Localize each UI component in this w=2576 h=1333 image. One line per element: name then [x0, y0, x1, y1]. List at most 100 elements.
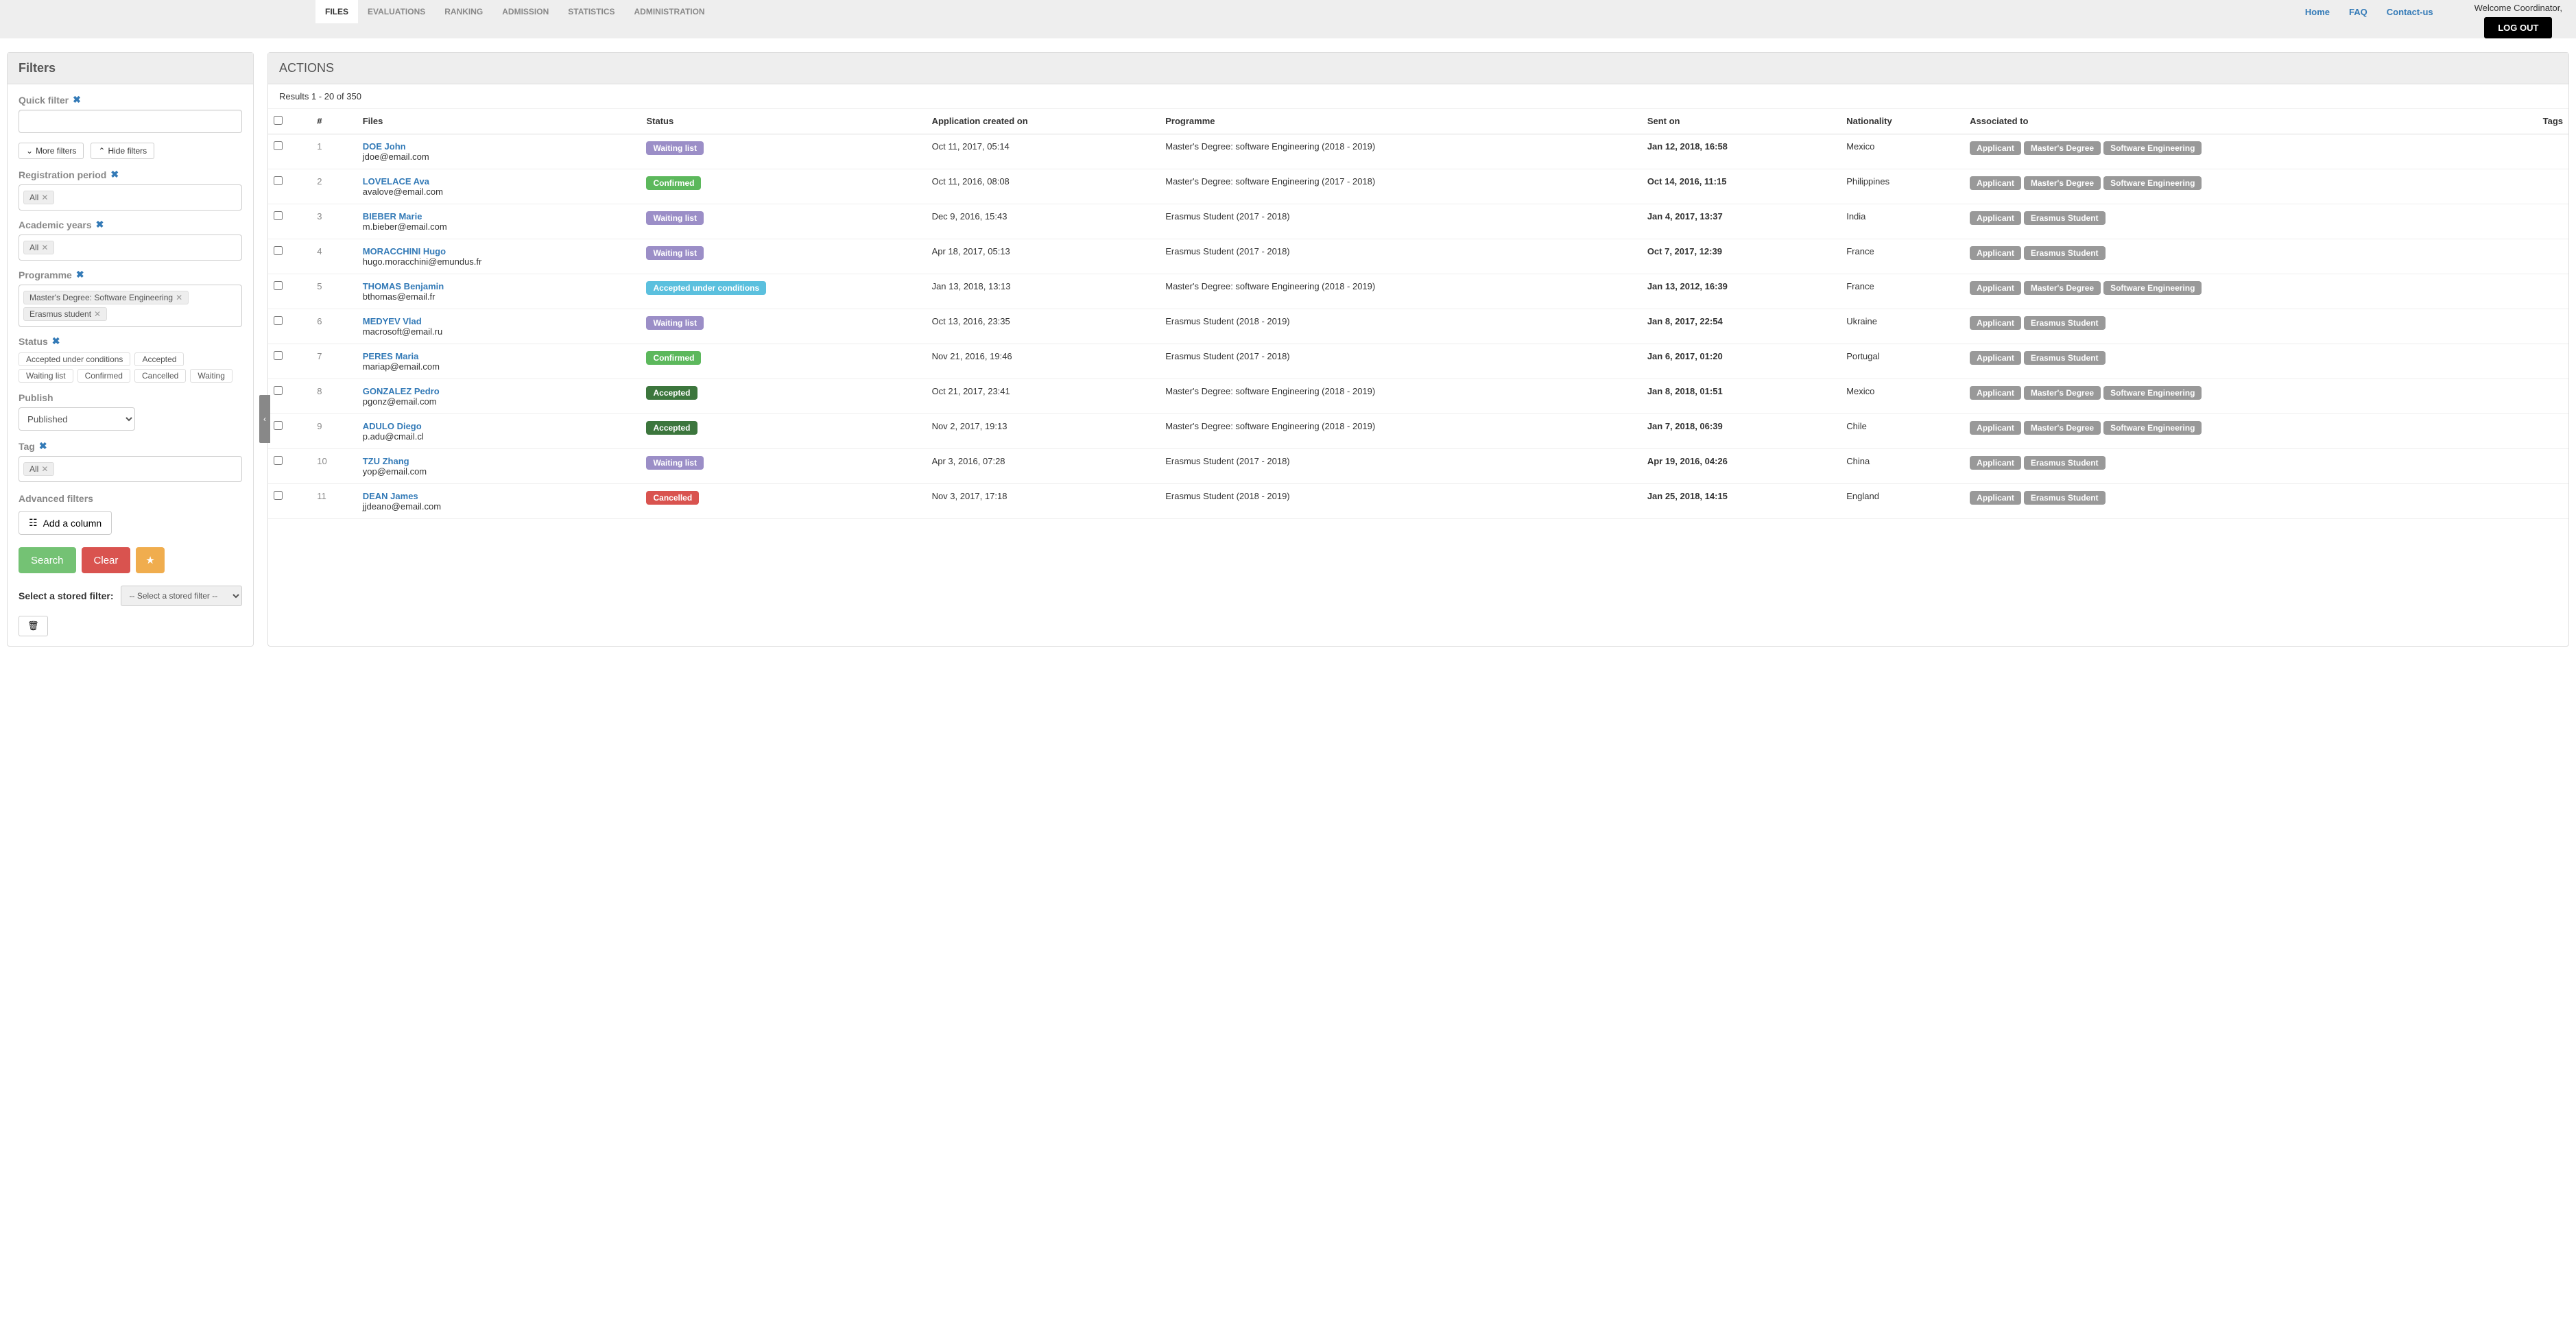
clear-button[interactable]: Clear	[82, 547, 131, 573]
chip[interactable]: All✕	[23, 462, 54, 476]
table-row: 10TZU Zhangyop@email.comWaiting listApr …	[268, 449, 2568, 484]
tab-files[interactable]: FILES	[315, 0, 358, 23]
row-checkbox[interactable]	[274, 421, 283, 430]
chip[interactable]: All✕	[23, 241, 54, 254]
file-name-link[interactable]: THOMAS Benjamin	[363, 281, 636, 291]
row-checkbox[interactable]	[274, 491, 283, 500]
row-checkbox[interactable]	[274, 456, 283, 465]
chip-remove-icon[interactable]: ✕	[94, 309, 101, 319]
file-email: jjdeano@email.com	[363, 501, 636, 512]
file-name-link[interactable]: ADULO Diego	[363, 421, 636, 431]
file-name-link[interactable]: LOVELACE Ava	[363, 176, 636, 187]
tags-cell	[2501, 484, 2568, 519]
row-checkbox[interactable]	[274, 246, 283, 255]
link-faq[interactable]: FAQ	[2349, 7, 2368, 17]
file-name-link[interactable]: BIEBER Marie	[363, 211, 636, 221]
tags-cell	[2501, 204, 2568, 239]
nationality: France	[1841, 239, 1964, 274]
chevron-up-icon: ⌃	[98, 146, 105, 156]
nationality: Mexico	[1841, 379, 1964, 414]
clear-status-icon[interactable]: ✖	[52, 335, 60, 347]
chip[interactable]: All✕	[23, 191, 54, 204]
row-checkbox[interactable]	[274, 351, 283, 360]
assoc-badge: Erasmus Student	[2024, 491, 2106, 505]
col-files[interactable]: Files	[357, 109, 641, 134]
file-name-link[interactable]: PERES Maria	[363, 351, 636, 361]
tab-administration[interactable]: ADMINISTRATION	[625, 0, 715, 23]
collapse-sidebar-handle[interactable]: ‹	[259, 395, 270, 443]
col-sent-on[interactable]: Sent on	[1642, 109, 1841, 134]
file-name-link[interactable]: MEDYEV Vlad	[363, 316, 636, 326]
col-application-created-on[interactable]: Application created on	[927, 109, 1160, 134]
clear-programme-icon[interactable]: ✖	[76, 269, 84, 280]
more-filters-button[interactable]: ⌄More filters	[19, 143, 84, 159]
row-checkbox[interactable]	[274, 316, 283, 325]
chip[interactable]: Accepted under conditions	[19, 352, 130, 366]
table-row: 8GONZALEZ Pedropgonz@email.comAcceptedOc…	[268, 379, 2568, 414]
row-checkbox[interactable]	[274, 386, 283, 395]
file-email: avalove@email.com	[363, 187, 636, 197]
table-row: 1DOE Johnjdoe@email.comWaiting listOct 1…	[268, 134, 2568, 169]
chip[interactable]: Erasmus student✕	[23, 307, 107, 321]
star-button[interactable]: ★	[136, 547, 164, 573]
col-status[interactable]: Status	[641, 109, 926, 134]
nationality: Ukraine	[1841, 309, 1964, 344]
file-email: bthomas@email.fr	[363, 291, 636, 302]
chip[interactable]: Waiting list	[19, 369, 73, 383]
chip-remove-icon[interactable]: ✕	[176, 293, 182, 302]
chip[interactable]: Cancelled	[134, 369, 186, 383]
file-name-link[interactable]: DOE John	[363, 141, 636, 152]
col-nationality[interactable]: Nationality	[1841, 109, 1964, 134]
link-home[interactable]: Home	[2305, 7, 2330, 17]
tags-cell	[2501, 134, 2568, 169]
clear-quick-filter-icon[interactable]: ✖	[73, 94, 81, 106]
chip-remove-icon[interactable]: ✕	[41, 243, 48, 252]
add-column-button[interactable]: ☷ Add a column	[19, 511, 112, 535]
table-row: 9ADULO Diegop.adu@cmail.clAcceptedNov 2,…	[268, 414, 2568, 449]
publish-select[interactable]: Published	[19, 407, 135, 431]
tab-statistics[interactable]: STATISTICS	[558, 0, 624, 23]
col--[interactable]: #	[311, 109, 357, 134]
table-row: 5THOMAS Benjaminbthomas@email.frAccepted…	[268, 274, 2568, 309]
col-programme[interactable]: Programme	[1160, 109, 1642, 134]
clear-registration-icon[interactable]: ✖	[110, 169, 119, 180]
chip-remove-icon[interactable]: ✕	[41, 193, 48, 202]
chip[interactable]: Accepted	[134, 352, 184, 366]
registration-period-box[interactable]: All✕	[19, 184, 242, 211]
file-name-link[interactable]: DEAN James	[363, 491, 636, 501]
row-number: 2	[311, 169, 357, 204]
search-button[interactable]: Search	[19, 547, 76, 573]
logout-button[interactable]: LOG OUT	[2484, 17, 2552, 38]
row-checkbox[interactable]	[274, 141, 283, 150]
status-badge: Waiting list	[646, 211, 704, 225]
select-all-checkbox[interactable]	[274, 116, 283, 125]
col-tags[interactable]: Tags	[2501, 109, 2568, 134]
tab-admission[interactable]: ADMISSION	[492, 0, 558, 23]
tab-ranking[interactable]: RANKING	[435, 0, 492, 23]
chip-remove-icon[interactable]: ✕	[41, 464, 48, 474]
programme-box[interactable]: Master's Degree: Software Engineering✕ Er…	[19, 285, 242, 327]
file-name-link[interactable]: GONZALEZ Pedro	[363, 386, 636, 396]
row-checkbox[interactable]	[274, 176, 283, 185]
chip[interactable]: Master's Degree: Software Engineering✕	[23, 291, 189, 304]
file-name-link[interactable]: TZU Zhang	[363, 456, 636, 466]
table-row: 3BIEBER Mariem.bieber@email.comWaiting l…	[268, 204, 2568, 239]
tags-cell	[2501, 169, 2568, 204]
assoc-badge: Master's Degree	[2024, 141, 2101, 155]
tab-evaluations[interactable]: EVALUATIONS	[358, 0, 435, 23]
row-checkbox[interactable]	[274, 211, 283, 220]
chip[interactable]: Waiting	[190, 369, 232, 383]
clear-academic-icon[interactable]: ✖	[96, 219, 104, 230]
quick-filter-input[interactable]	[19, 110, 242, 133]
delete-stored-filter-button[interactable]: 🗑	[19, 616, 48, 636]
stored-filter-select[interactable]: -- Select a stored filter --	[121, 586, 243, 606]
tag-box[interactable]: All✕	[19, 456, 242, 482]
clear-tag-icon[interactable]: ✖	[39, 440, 47, 452]
row-checkbox[interactable]	[274, 281, 283, 290]
academic-years-box[interactable]: All✕	[19, 235, 242, 261]
link-contactus[interactable]: Contact-us	[2387, 7, 2433, 17]
chip[interactable]: Confirmed	[77, 369, 130, 383]
col-associated-to[interactable]: Associated to	[1964, 109, 2501, 134]
file-name-link[interactable]: MORACCHINI Hugo	[363, 246, 636, 256]
hide-filters-button[interactable]: ⌃Hide filters	[91, 143, 154, 159]
